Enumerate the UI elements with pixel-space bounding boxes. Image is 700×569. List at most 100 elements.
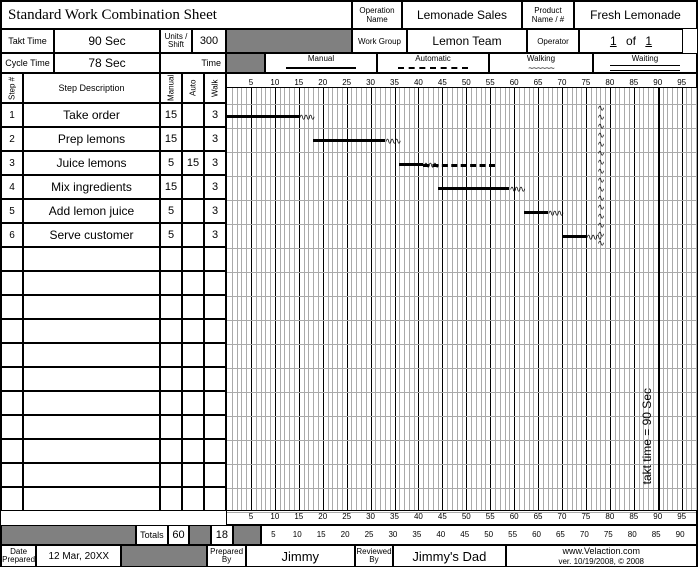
step-num xyxy=(1,367,23,391)
step-manual: 15 xyxy=(160,127,182,151)
work-combination-sheet: Standard Work Combination Sheet Operatio… xyxy=(0,0,698,567)
tick-label: 60 xyxy=(510,78,519,87)
step-desc xyxy=(23,391,160,415)
step-auto xyxy=(182,319,204,343)
table-row xyxy=(1,487,226,511)
table-row xyxy=(1,271,226,295)
grey-spacer-2 xyxy=(226,53,265,73)
date-prepared-value: 12 Mar, 20XX xyxy=(36,545,121,567)
step-manual: 5 xyxy=(160,223,182,247)
grey-spacer-3 xyxy=(1,525,136,545)
footer-version: ver. 10/19/2008, © 2008 xyxy=(506,556,697,567)
step-num: 6 xyxy=(1,223,23,247)
bar-manual xyxy=(313,139,385,142)
tick-label: 5 xyxy=(249,512,253,521)
tick-label: 70 xyxy=(558,512,567,521)
tick-label: 10 xyxy=(293,530,302,539)
legend-walking: Walking ~~~~~~ xyxy=(489,53,593,73)
step-walk xyxy=(204,271,226,295)
col-auto: Auto xyxy=(182,73,204,103)
step-num: 4 xyxy=(1,175,23,199)
footer-url: www.Velaction.com xyxy=(506,545,697,556)
operator-of: of xyxy=(626,34,636,48)
totals-label: Totals xyxy=(136,525,168,545)
footer-totals: Totals 60 18 510152025303540455055606570… xyxy=(1,525,697,545)
step-walk: 3 xyxy=(204,103,226,127)
step-manual: 15 xyxy=(160,103,182,127)
step-auto xyxy=(182,295,204,319)
tick-label: 10 xyxy=(270,512,279,521)
tick-label: 30 xyxy=(366,512,375,521)
step-manual xyxy=(160,439,182,463)
tick-label: 40 xyxy=(414,512,423,521)
step-manual: 15 xyxy=(160,175,182,199)
step-desc xyxy=(23,247,160,271)
tick-label: 90 xyxy=(653,78,662,87)
tick-label: 85 xyxy=(629,512,638,521)
step-auto xyxy=(182,391,204,415)
col-step: Step # xyxy=(1,73,23,103)
step-num xyxy=(1,463,23,487)
tick-label: 95 xyxy=(677,78,686,87)
step-desc: Prep lemons xyxy=(23,127,160,151)
workgroup-label: Work Group xyxy=(352,29,407,53)
reviewed-by-value: Jimmy's Dad xyxy=(393,545,505,567)
step-num xyxy=(1,343,23,367)
step-num xyxy=(1,271,23,295)
table-row: 6Serve customer53 xyxy=(1,223,226,247)
bar-manual xyxy=(399,163,423,166)
step-manual xyxy=(160,319,182,343)
legend-auto-line xyxy=(377,63,489,73)
grey-spacer-5 xyxy=(121,545,207,567)
tick-label: 50 xyxy=(462,78,471,87)
step-auto xyxy=(182,367,204,391)
grey-spacer-1 xyxy=(226,29,352,53)
legend-wait-line xyxy=(593,63,697,73)
step-auto xyxy=(182,127,204,151)
bar-walk xyxy=(299,112,313,120)
step-auto xyxy=(182,199,204,223)
takt-value: 90 Sec xyxy=(54,29,160,53)
cycle-value: 78 Sec xyxy=(54,53,160,73)
step-walk xyxy=(204,367,226,391)
units-shift-label: Units / Shift xyxy=(160,29,192,53)
step-desc xyxy=(23,319,160,343)
step-desc xyxy=(23,463,160,487)
step-num xyxy=(1,415,23,439)
reviewed-by-label: Reviewed By xyxy=(355,545,394,567)
tick-label: 15 xyxy=(294,78,303,87)
step-manual xyxy=(160,367,182,391)
table-row xyxy=(1,295,226,319)
step-num xyxy=(1,247,23,271)
date-prepared-label: Date Prepared xyxy=(1,545,36,567)
tick-label: 75 xyxy=(581,78,590,87)
time-label: Time xyxy=(160,53,226,73)
tick-label: 15 xyxy=(317,530,326,539)
tick-label: 90 xyxy=(653,512,662,521)
step-walk xyxy=(204,247,226,271)
grey-spacer-4 xyxy=(233,525,262,545)
tick-label: 5 xyxy=(271,530,275,539)
header-row-2: Takt Time 90 Sec Units / Shift 300 Work … xyxy=(1,29,697,53)
tick-label: 55 xyxy=(486,512,495,521)
product-label: Product Name / # xyxy=(522,1,574,29)
col-walk: Walk xyxy=(204,73,226,103)
tick-label: 10 xyxy=(270,78,279,87)
step-manual xyxy=(160,343,182,367)
tick-label: 40 xyxy=(414,78,423,87)
step-manual xyxy=(160,463,182,487)
col-manual: Manual xyxy=(160,73,182,103)
ticks-footer: 5101520253035404550556065707580859095 xyxy=(261,525,697,545)
step-desc: Take order xyxy=(23,103,160,127)
table-row: 2Prep lemons153 xyxy=(1,127,226,151)
prepared-by-value: Jimmy xyxy=(246,545,355,567)
tick-label: 70 xyxy=(558,78,567,87)
chart-grid: ∿∿∿∿∿∿∿∿∿∿∿∿∿∿∿∿ xyxy=(227,88,696,510)
main-area: Step # Step Description Manual Auto Walk… xyxy=(1,73,697,525)
tick-label: 35 xyxy=(390,78,399,87)
step-desc: Add lemon juice xyxy=(23,199,160,223)
table-row: 5Add lemon juice53 xyxy=(1,199,226,223)
operator-value: 1 of 1 xyxy=(579,29,683,53)
workgroup-value: Lemon Team xyxy=(407,29,527,53)
step-manual xyxy=(160,295,182,319)
